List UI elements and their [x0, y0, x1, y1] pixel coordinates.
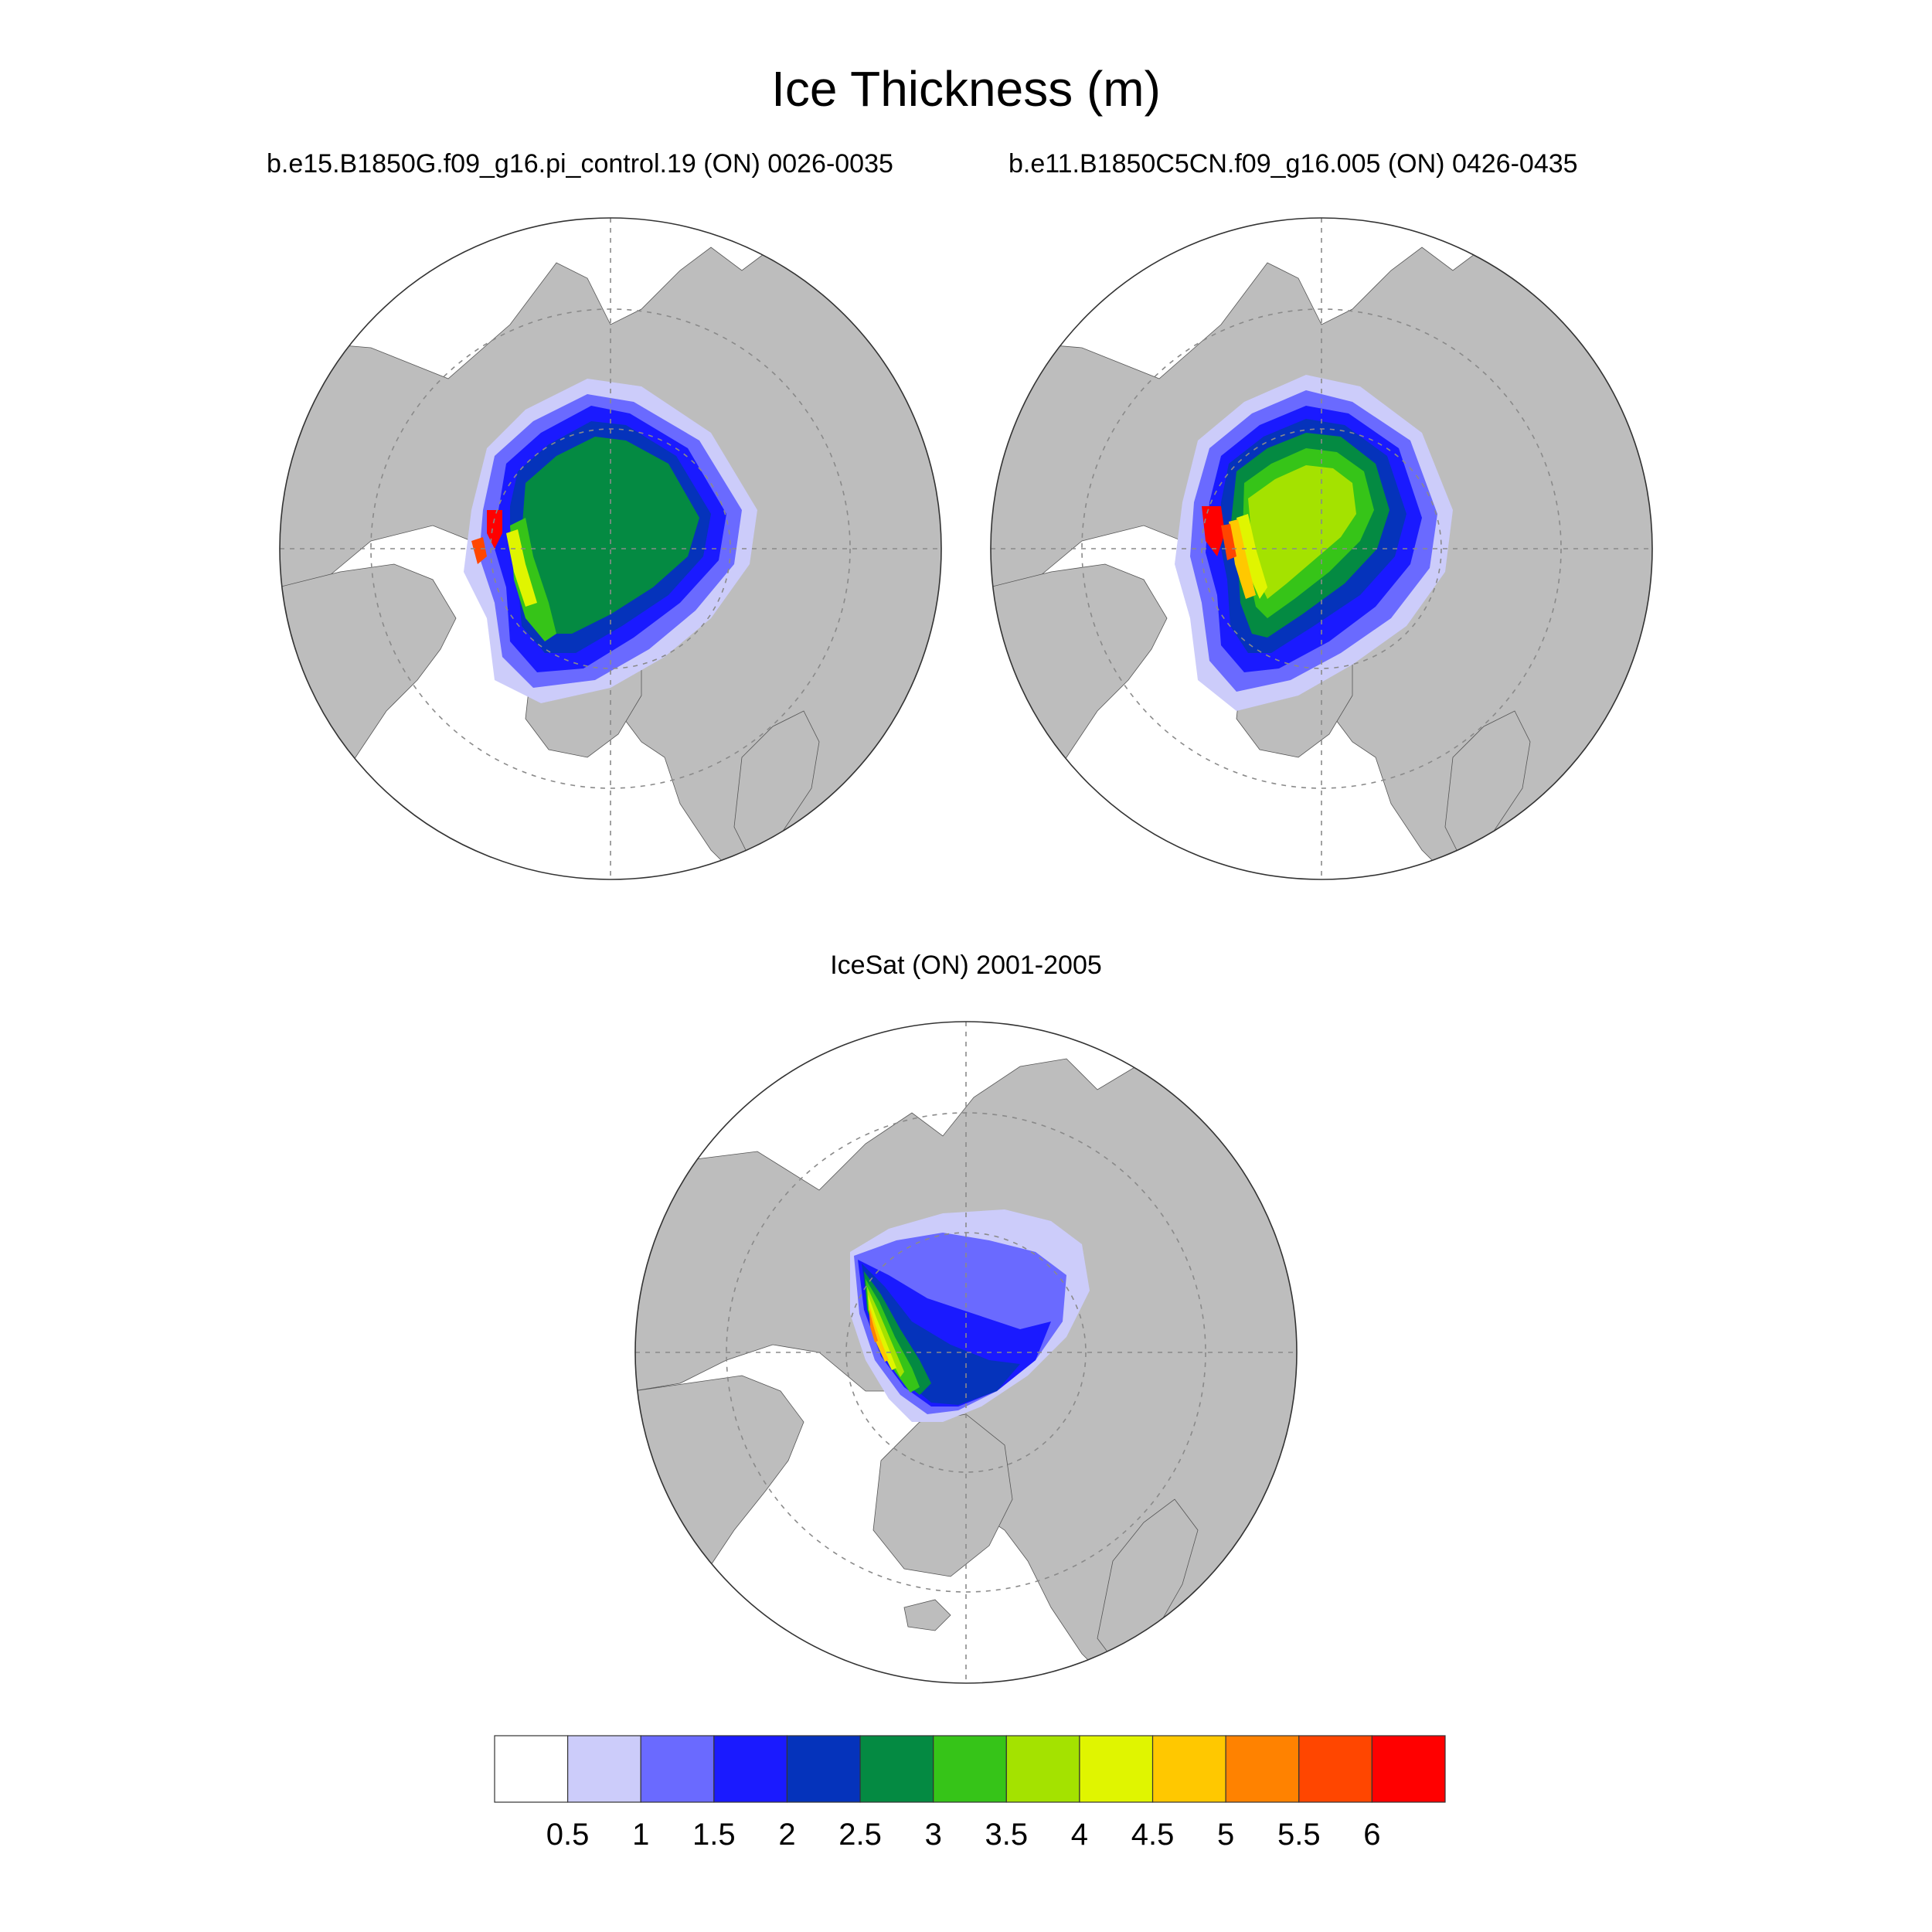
colorbar	[494, 1735, 1446, 1803]
panel-2-subtitle: b.e11.B1850C5CN.f09_g16.005 (ON) 0426-04…	[1009, 149, 1578, 179]
polar-map-model-1	[279, 217, 942, 880]
colorbar-box	[1298, 1735, 1372, 1803]
ice-band-3.5-4	[867, 1287, 904, 1377]
colorbar-tick-label: 5	[1217, 1818, 1235, 1852]
colorbar-box	[1005, 1735, 1080, 1803]
ice-band-5-5.5	[869, 1310, 878, 1342]
colorbar-box	[933, 1735, 1007, 1803]
colorbar-tick-label: 6	[1363, 1818, 1381, 1852]
colorbar-box	[1151, 1735, 1226, 1803]
figure-title: Ice Thickness (m)	[771, 61, 1161, 117]
colorbar-tick-label: 4.5	[1131, 1818, 1175, 1852]
ice-band-4.5-5	[1229, 519, 1256, 599]
colorbar-box	[859, 1735, 934, 1803]
colorbar-tick-label: 2	[778, 1818, 796, 1852]
land-scandinavia	[1097, 1498, 1199, 1670]
colorbar-box	[1079, 1735, 1154, 1803]
colorbar-tick-label: 5.5	[1277, 1818, 1321, 1852]
colorbar-tick-label: 4	[1070, 1818, 1089, 1852]
colorbar-box	[786, 1735, 861, 1803]
ice-band-2.5-3	[864, 1271, 931, 1395]
land-scandinavia	[733, 710, 820, 859]
graticule	[280, 218, 941, 879]
polar-map-icesat	[634, 1021, 1298, 1684]
ice-band-5.5-6	[1221, 524, 1236, 560]
ice-band-5-6b	[471, 537, 487, 564]
land-iceland	[903, 1599, 951, 1631]
colorbar-tick-label: 3	[924, 1818, 942, 1852]
colorbar-tick-label: 3.5	[985, 1818, 1029, 1852]
ice-band-3.5-4	[1248, 465, 1356, 599]
graticule	[635, 1022, 1297, 1683]
graticule	[991, 218, 1652, 879]
colorbar-tick-label: 1	[632, 1818, 650, 1852]
colorbar-box	[640, 1735, 715, 1803]
panel-1-subtitle: b.e15.B1850G.f09_g16.pi_control.19 (ON) …	[267, 149, 893, 179]
colorbar-tick-label: 0.5	[546, 1818, 590, 1852]
panel-3-subtitle: IceSat (ON) 2001-2005	[830, 951, 1102, 980]
ice-band-5-6	[1202, 506, 1225, 556]
colorbar-tick-label: 1.5	[692, 1818, 736, 1852]
colorbar-box	[713, 1735, 788, 1803]
colorbar-tick-label: 2.5	[838, 1818, 882, 1852]
colorbar-box	[1371, 1735, 1446, 1803]
ice-band-4-4.5	[1236, 514, 1267, 599]
ice-band-4-4.5	[868, 1294, 896, 1370]
colorbar-box	[494, 1735, 569, 1803]
colorbar-box	[567, 1735, 641, 1803]
land-scandinavia	[1444, 710, 1531, 859]
ice-band-2.5-3	[522, 437, 699, 634]
ice-band-3-3.5	[866, 1279, 920, 1393]
colorbar-box	[1225, 1735, 1300, 1803]
polar-map-model-2	[990, 217, 1653, 880]
